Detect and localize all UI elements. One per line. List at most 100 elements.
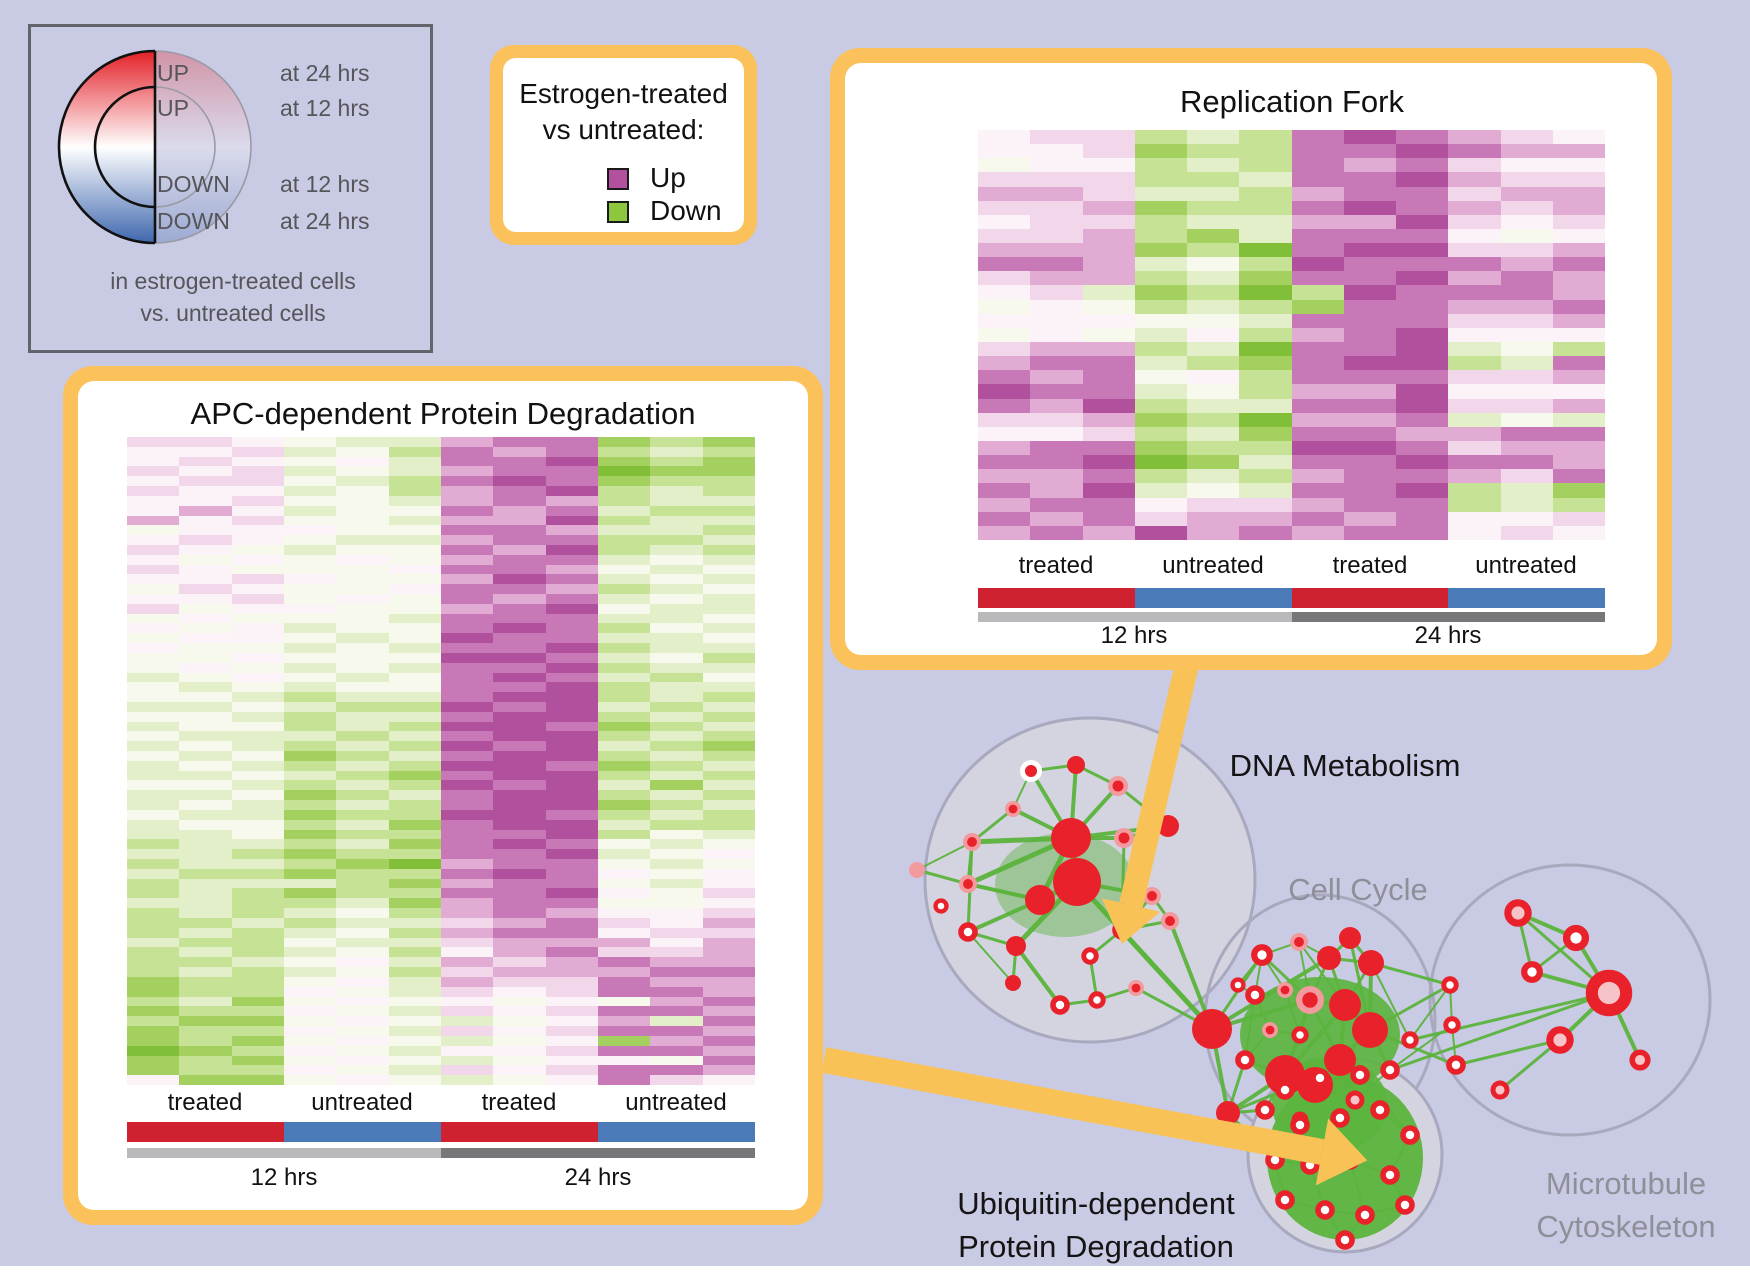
heatmap-cell	[650, 751, 703, 761]
heatmap-cell	[1030, 370, 1083, 385]
heatmap-cell	[440, 437, 494, 447]
heatmap-cell	[978, 228, 1031, 244]
heatmap-cell	[1396, 214, 1449, 229]
heatmap-cell	[597, 711, 651, 722]
gene-node-donut	[1345, 1090, 1365, 1110]
heatmap-cell	[388, 868, 441, 879]
heatmap-cell	[127, 800, 180, 810]
heatmap-cell	[1134, 285, 1187, 300]
heatmap-cell	[1448, 257, 1501, 272]
heatmap-cell	[1552, 455, 1605, 470]
heatmap-cell	[1500, 511, 1553, 526]
gene-node-donut	[1275, 1080, 1295, 1100]
heatmap-cell	[440, 809, 494, 820]
heatmap-cell	[231, 711, 284, 722]
heatmap-cell	[493, 908, 546, 918]
heatmap-cell	[388, 1045, 441, 1056]
heatmap-cell	[283, 1055, 337, 1066]
rf-group-label-1: treated	[1018, 552, 1094, 579]
heatmap-cell	[1134, 172, 1187, 187]
gene-node-donut	[1585, 969, 1633, 1017]
heatmap-cell	[231, 446, 284, 457]
heatmap-cell	[179, 437, 232, 447]
heatmap-cell	[388, 780, 441, 791]
heatmap-cell	[1030, 158, 1083, 173]
heatmap-cell	[1552, 228, 1605, 244]
heatmap-cell	[493, 986, 546, 997]
heatmap-cell	[440, 721, 494, 732]
heatmap-cell	[597, 456, 651, 467]
callout-arrow-head	[1315, 1118, 1368, 1186]
heatmap-cell	[1030, 412, 1083, 427]
heatmap-cell	[493, 554, 546, 565]
heatmap-cell	[1187, 497, 1240, 512]
rf-treatment-bar	[978, 588, 1605, 608]
heatmap-cell	[127, 466, 180, 477]
gene-node-solid	[1006, 936, 1026, 956]
heatmap-cell	[336, 1075, 389, 1085]
apc-group-label-2: untreated	[311, 1089, 413, 1116]
heatmap-cell	[283, 613, 337, 624]
heatmap-cell	[597, 829, 651, 840]
heatmap-cell	[1082, 370, 1135, 385]
heatmap-cell	[1082, 200, 1135, 215]
heatmap-cell	[283, 486, 337, 496]
heatmap-cell	[702, 809, 755, 820]
heatmap-cell	[231, 613, 284, 624]
heatmap-cell	[1396, 441, 1449, 456]
heatmap-cell	[650, 858, 703, 869]
heatmap-cell	[1448, 200, 1501, 215]
apc-treatment-bar	[127, 1122, 755, 1142]
heatmap-cell	[179, 839, 232, 850]
heatmap-cell	[127, 437, 180, 447]
apc-degradation-heatmap	[127, 437, 755, 1085]
heatmap-cell	[231, 741, 284, 751]
heatmap-cell	[127, 633, 180, 644]
heatmap-cell	[179, 701, 232, 712]
heatmap-cell	[231, 898, 284, 909]
heatmap-cell	[231, 996, 284, 1007]
heatmap-cell	[702, 1016, 755, 1027]
heatmap-cell	[388, 947, 441, 958]
heatmap-cell	[283, 525, 337, 536]
heatmap-cell	[388, 1016, 441, 1027]
heatmap-cell	[388, 505, 441, 516]
heatmap-cell	[1030, 186, 1083, 201]
heatmap-cell	[179, 780, 232, 791]
heatmap-cell	[545, 594, 598, 604]
heatmap-cell	[1396, 412, 1449, 427]
heatmap-cell	[1343, 483, 1396, 498]
heatmap-cell	[1500, 299, 1553, 314]
heatmap-cell	[1239, 356, 1292, 371]
heatmap-cell	[440, 1045, 494, 1056]
heatmap-cell	[493, 1045, 546, 1056]
heatmap-cell	[702, 800, 755, 810]
heatmap-cell	[1448, 483, 1501, 498]
heatmap-cell	[545, 868, 598, 879]
heatmap-cell	[1552, 285, 1605, 300]
heatmap-cell	[1134, 511, 1187, 526]
heatmap-cell	[1291, 158, 1344, 173]
heatmap-cell	[597, 564, 651, 575]
heatmap-cell	[597, 662, 651, 673]
gene-node-core	[1024, 764, 1038, 778]
heatmap-cell	[1187, 186, 1240, 201]
gene-node-solid	[1324, 1044, 1356, 1076]
heatmap-cell	[545, 1075, 598, 1085]
heatmap-cell	[1187, 243, 1240, 258]
heatmap-cell	[231, 780, 284, 791]
heatmap-cell	[440, 701, 494, 712]
heatmap-cell	[493, 603, 546, 614]
gene-node-donut	[1629, 1049, 1651, 1071]
cluster-label-microtubule-line2: Cytoskeleton	[1536, 1209, 1716, 1244]
heatmap-cell	[1030, 144, 1083, 159]
heatmap-cell	[597, 466, 651, 477]
heatmap-cell	[597, 809, 651, 820]
heatmap-cell	[336, 790, 389, 801]
heatmap-cell	[545, 976, 598, 987]
heatmap-cell	[1343, 243, 1396, 258]
heatmap-cell	[1500, 342, 1553, 357]
heatmap-cell	[650, 692, 703, 702]
replication-fork-panel: Replication Fork treated untreated treat…	[830, 48, 1672, 670]
heatmap-cell	[545, 967, 598, 977]
